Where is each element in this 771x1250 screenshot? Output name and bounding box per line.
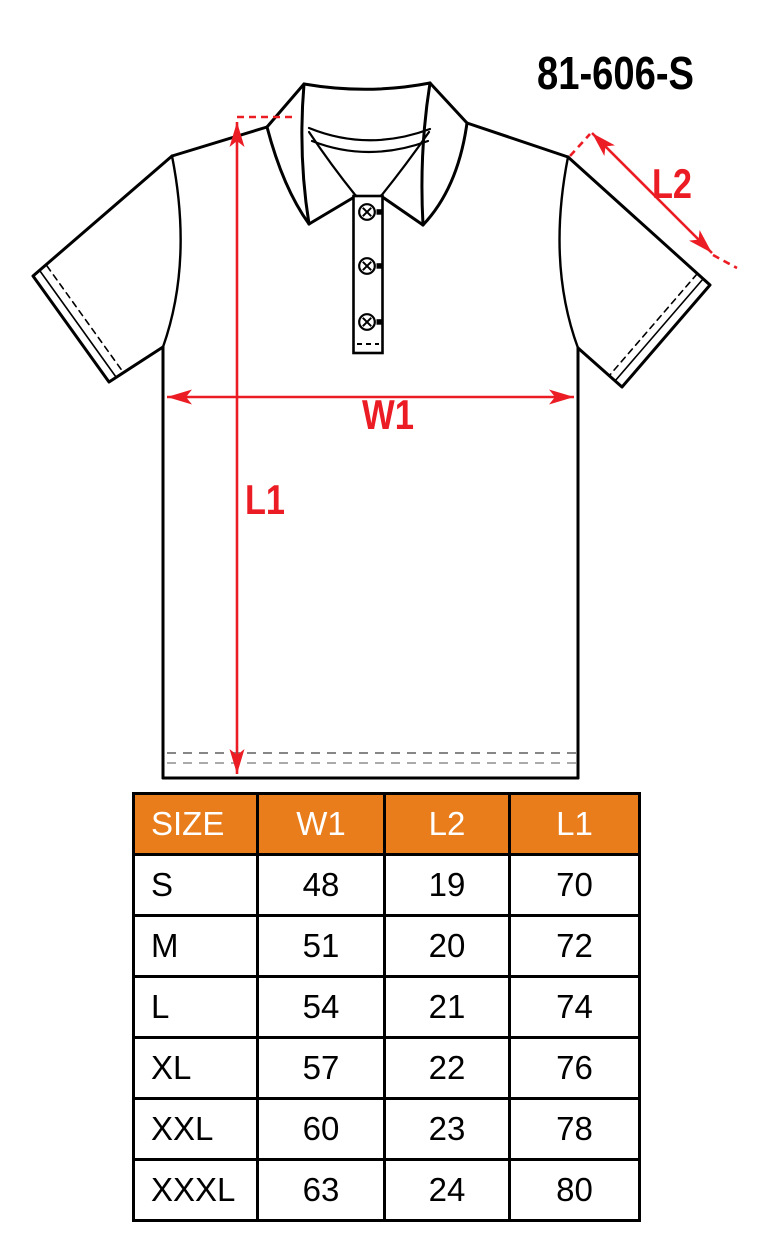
left-cuff-stitch-dashed [46, 265, 124, 373]
cell-l1: 70 [508, 853, 641, 917]
l2-dimension-arrow [591, 132, 713, 254]
cell-w1: 48 [256, 853, 386, 917]
header-cell-w1: W1 [256, 792, 386, 856]
cell-size: XL [132, 1036, 259, 1100]
button-2 [358, 257, 382, 275]
right-cuff-stitch-solid [614, 278, 704, 382]
cell-size: S [132, 853, 259, 917]
cell-l2: 19 [383, 853, 511, 917]
placket [352, 194, 384, 355]
collar-left-leading-edge [265, 125, 311, 226]
cell-l1: 78 [508, 1097, 641, 1161]
header-cell-l1: L1 [508, 792, 641, 856]
cell-l2: 24 [383, 1158, 511, 1222]
collar-left-fold-line [307, 130, 358, 198]
cell-size: L [132, 975, 259, 1039]
collar-left-point [307, 194, 358, 226]
cell-l2: 20 [383, 914, 511, 978]
left-sleeve [31, 154, 174, 384]
l2-extension-dashed-bottom [712, 253, 738, 270]
cell-l1: 76 [508, 1036, 641, 1100]
table-row-xxxl: XXXL 63 24 80 [132, 1158, 641, 1222]
collar-right-point [379, 194, 425, 227]
buttonhole-bar [376, 263, 382, 269]
collar-right-leading-edge [421, 121, 469, 227]
button-1 [358, 203, 382, 221]
cell-w1: 54 [256, 975, 386, 1039]
header-cell-size: SIZE [132, 792, 259, 856]
cell-size: XXXL [132, 1158, 259, 1222]
cell-w1: 63 [256, 1158, 386, 1222]
collar-left-flare [265, 82, 306, 129]
right-cuff-stitch-dashed [608, 273, 698, 377]
l1-label: L1 [245, 476, 285, 523]
right-armhole-seam [558, 155, 580, 350]
l2-extension-dashed-top [569, 133, 591, 157]
button-stitch-x-icon [362, 317, 372, 327]
table-row-s: S 48 19 70 [132, 853, 641, 917]
button-stitch-x-icon [362, 261, 372, 271]
back-neck-seam-inner [310, 139, 430, 154]
button-stitch-x-icon [362, 207, 372, 217]
cell-l2: 21 [383, 975, 511, 1039]
dimension-lines [167, 115, 738, 774]
collar-left-side-edge [300, 82, 311, 226]
w1-label: W1 [362, 391, 414, 438]
cell-l1: 74 [508, 975, 641, 1039]
cell-l2: 22 [383, 1036, 511, 1100]
back-neck-seam-outer [307, 126, 432, 142]
header-cell-l2: L2 [383, 792, 511, 856]
cell-l1: 72 [508, 914, 641, 978]
table-row-m: M 51 20 72 [132, 914, 641, 978]
table-row-xl: XL 57 22 76 [132, 1036, 641, 1100]
left-armhole-seam [161, 154, 182, 349]
cell-w1: 60 [256, 1097, 386, 1161]
cell-w1: 57 [256, 1036, 386, 1100]
right-shoulder-seam [465, 121, 570, 159]
polo-shirt-diagram: W1 L1 L2 81-606-S [31, 47, 738, 780]
cell-w1: 51 [256, 914, 386, 978]
collar-top-edge [302, 81, 432, 91]
buttonhole-bar [376, 209, 382, 215]
dimension-labels: W1 L1 L2 [245, 160, 692, 523]
table-row-xxl: XXL 60 23 78 [132, 1097, 641, 1161]
cell-size: M [132, 914, 259, 978]
collar-right-flare [428, 81, 469, 125]
cell-size: XXL [132, 1097, 259, 1161]
button-3 [358, 313, 382, 331]
cell-l1: 80 [508, 1158, 641, 1222]
size-table-header-row: SIZE W1 L2 L1 [132, 792, 641, 856]
l2-label: L2 [652, 160, 692, 207]
left-cuff-stitch-solid [39, 270, 117, 378]
size-table: SIZE W1 L2 L1 S 48 19 70 M 51 20 72 L 54… [132, 792, 641, 1222]
cell-l2: 23 [383, 1097, 511, 1161]
collar-right-fold-line [379, 130, 431, 198]
table-row-l: L 54 21 74 [132, 975, 641, 1039]
collar-right-side-edge [420, 81, 432, 227]
buttonhole-bar [376, 319, 382, 325]
product-code-title: 81-606-S [537, 47, 694, 99]
left-shoulder-seam [170, 125, 269, 158]
